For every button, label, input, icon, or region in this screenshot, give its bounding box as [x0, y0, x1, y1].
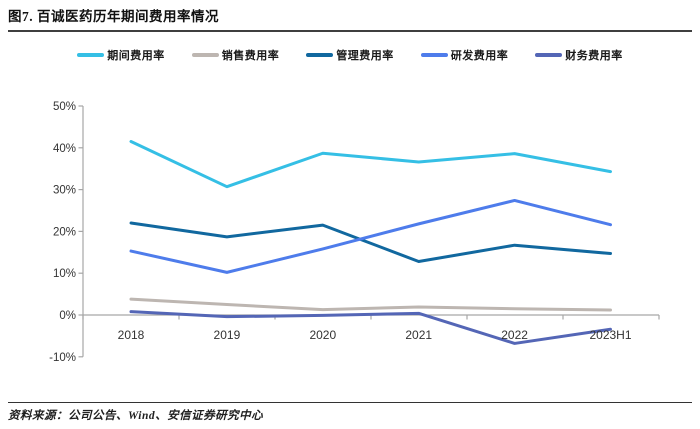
chart-legend: 期间费用率 销售费用率 管理费用率 研发费用率 财务费用率	[0, 44, 700, 66]
figure-title: 图7. 百诚医药历年期间费用率情况	[8, 9, 219, 24]
y-axis-label: 0%	[59, 310, 76, 322]
y-axis-label: 20%	[53, 226, 76, 238]
legend-item-3: 研发费用率	[420, 47, 509, 63]
series-line-4	[129, 310, 612, 345]
x-axis-label: 2019	[214, 328, 241, 342]
legend-swatch-icon	[191, 53, 219, 57]
legend-label: 管理费用率	[336, 50, 394, 62]
x-axis-label: 2018	[118, 328, 145, 342]
legend-item-1: 销售费用率	[191, 47, 280, 63]
legend-label: 销售费用率	[221, 50, 280, 62]
x-axis-label: 2022	[501, 328, 528, 342]
legend-item-4: 财务费用率	[535, 47, 623, 63]
y-axis-label: 30%	[53, 185, 76, 197]
series-line-0	[129, 140, 612, 189]
figure-header: 图7. 百诚医药历年期间费用率情况	[8, 5, 692, 32]
source-note: 资料来源：公司公告、Wind、安信证券研究中心	[8, 410, 264, 422]
series-line-2	[129, 221, 612, 263]
x-axis-label: 2023H1	[589, 328, 631, 342]
legend-item-0: 期间费用率	[77, 47, 165, 63]
y-axis-label: 40%	[53, 143, 76, 155]
y-axis-label: 10%	[53, 268, 76, 280]
line-chart-plot: 50% 40% 30% 20% 10% 0% -10% 2018 2019 2020 2021 202…	[49, 101, 660, 364]
figure-footer: 资料来源：公司公告、Wind、安信证券研究中心	[8, 402, 692, 423]
legend-swatch-icon	[77, 53, 105, 57]
legend-swatch-icon	[420, 53, 448, 57]
legend-swatch-icon	[535, 53, 563, 57]
x-axis-label: 2020	[309, 328, 336, 342]
x-axis-label: 2021	[405, 328, 432, 342]
series-line-3	[129, 198, 612, 274]
legend-label: 研发费用率	[450, 50, 509, 62]
legend-swatch-icon	[306, 53, 334, 57]
series-line-1	[129, 297, 612, 312]
y-axis-label: 50%	[53, 101, 76, 113]
legend-label: 期间费用率	[107, 50, 165, 62]
legend-item-2: 管理费用率	[306, 47, 394, 63]
legend-label: 财务费用率	[565, 50, 623, 62]
y-axis-label: -10%	[49, 352, 76, 364]
